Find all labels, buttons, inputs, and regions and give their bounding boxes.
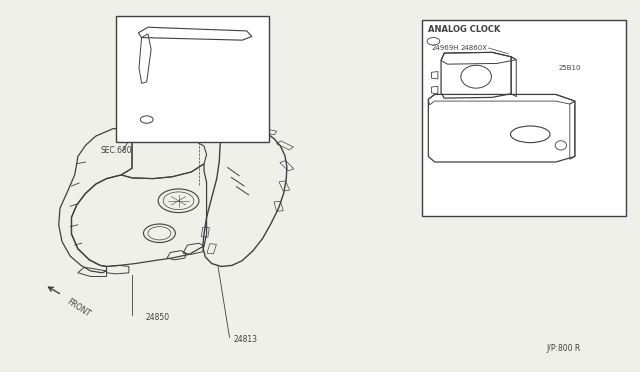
Bar xyxy=(116,16,269,142)
Text: FRONT: FRONT xyxy=(65,298,92,319)
Text: ANALOG CLOCK: ANALOG CLOCK xyxy=(428,25,500,33)
Text: 24813: 24813 xyxy=(234,335,258,344)
Text: SEC.680: SEC.680 xyxy=(100,147,132,155)
Text: 24860X: 24860X xyxy=(460,45,487,51)
Text: J/P:800 R: J/P:800 R xyxy=(546,344,580,353)
Text: 24969H: 24969H xyxy=(431,45,459,51)
Bar xyxy=(422,20,626,215)
Text: 25B10: 25B10 xyxy=(559,65,582,71)
Text: 24850: 24850 xyxy=(145,312,170,321)
